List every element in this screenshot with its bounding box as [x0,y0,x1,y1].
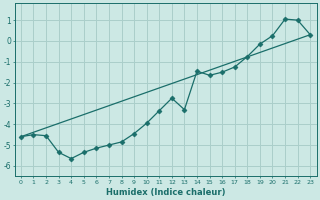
X-axis label: Humidex (Indice chaleur): Humidex (Indice chaleur) [106,188,225,197]
